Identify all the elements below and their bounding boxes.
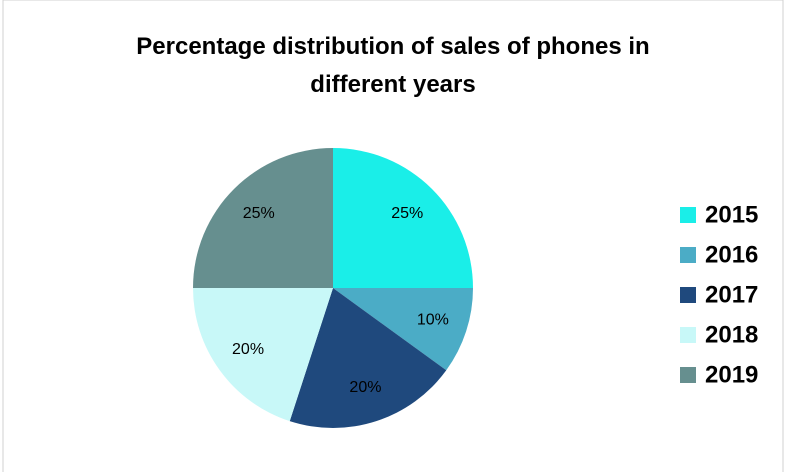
data-label: 20% — [349, 379, 381, 396]
legend-label: 2019 — [705, 361, 758, 388]
data-label: 25% — [391, 205, 423, 222]
data-label: 25% — [243, 205, 275, 222]
legend-label: 2015 — [705, 201, 758, 228]
legend-label: 2018 — [705, 321, 758, 348]
pie-slice — [333, 148, 473, 288]
legend-label: 2016 — [705, 241, 758, 268]
chart-title: Percentage distribution of sales of phon… — [136, 33, 650, 98]
legend-swatch — [680, 207, 696, 223]
data-label: 10% — [417, 312, 449, 329]
legend-swatch — [680, 247, 696, 263]
legend-swatch — [680, 287, 696, 303]
pie-slice — [193, 288, 333, 422]
legend-swatch — [680, 367, 696, 383]
legend-swatch — [680, 327, 696, 343]
pie-slice — [289, 288, 447, 429]
pie-slice — [333, 288, 473, 371]
pie-slice — [193, 148, 333, 288]
data-label: 20% — [232, 341, 264, 358]
legend-label: 2017 — [705, 281, 758, 308]
